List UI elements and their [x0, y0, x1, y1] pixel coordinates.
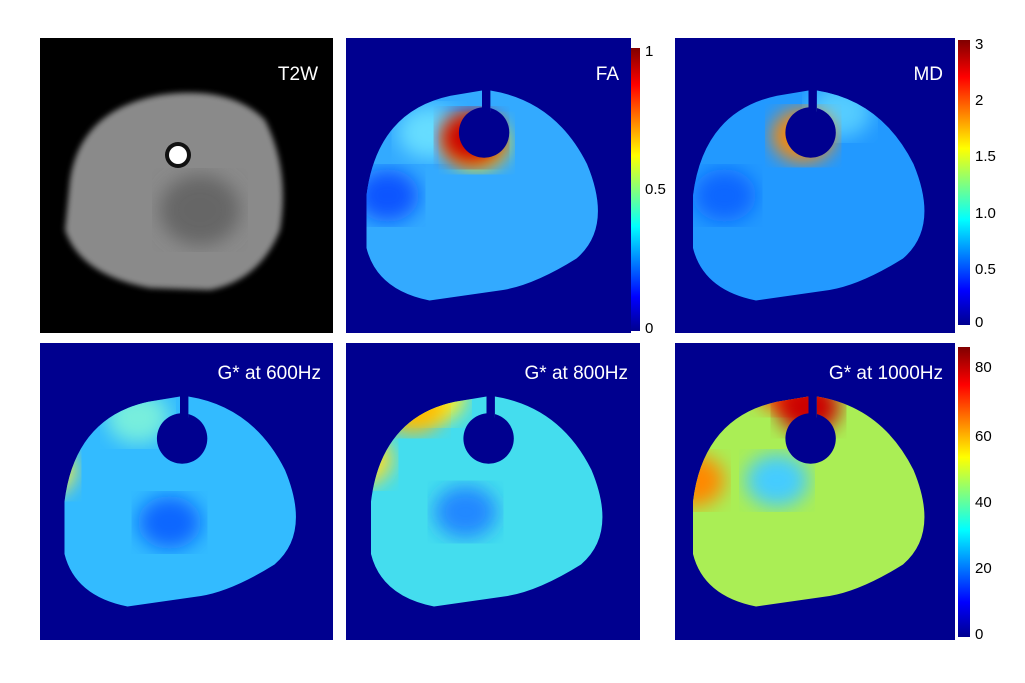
colorbar-tick: 0: [645, 320, 653, 337]
colorbar-tick: 1.0: [975, 205, 996, 222]
tissue-region: [434, 485, 497, 539]
t2w-panel: T2W: [40, 38, 333, 333]
map-panel: G* at 800Hz: [346, 343, 640, 640]
colorbar-tick: 0.5: [645, 181, 666, 198]
tissue-map: [366, 90, 598, 301]
colorbar-tick: 40: [975, 494, 992, 511]
map-panel: FA: [346, 38, 631, 333]
tissue-region: [745, 454, 809, 507]
map-panel: G* at 1000Hz: [675, 343, 955, 640]
colorbar-tick: 20: [975, 560, 992, 577]
tissue-region: [138, 496, 201, 549]
panel-label: G* at 1000Hz: [829, 363, 943, 384]
bone-hole: [785, 413, 836, 464]
colorbar-tick: 0: [975, 626, 983, 643]
colorbar-tick: 1.5: [975, 148, 996, 165]
panel-label: MD: [913, 64, 943, 85]
colorbar-tick: 80: [975, 359, 992, 376]
colorbar-tick: 0: [975, 314, 983, 331]
tissue-region: [692, 454, 725, 507]
colorbar-tick: 1: [645, 43, 653, 60]
map-panel: MD: [675, 38, 955, 333]
panel-label: G* at 600Hz: [218, 363, 322, 384]
panel-label: T2W: [278, 64, 318, 85]
tissue-map: [692, 90, 925, 301]
map-panel: G* at 600Hz: [40, 343, 333, 640]
colorbar: [631, 48, 640, 331]
tissue-region: [366, 169, 419, 222]
bone-hole: [156, 413, 208, 464]
tissue-map: [64, 396, 296, 607]
panel-label: G* at 800Hz: [525, 363, 629, 384]
colorbar-tick: 60: [975, 428, 992, 445]
colorbar-tick: 3: [975, 36, 983, 53]
bone-hole: [785, 107, 836, 158]
bone-hole: [463, 413, 514, 464]
colorbar-tick: 0.5: [975, 261, 996, 278]
tissue-region: [693, 169, 756, 222]
colorbar-tick: 2: [975, 92, 983, 109]
colorbar: [958, 40, 970, 325]
bone-hole: [458, 107, 510, 158]
colorbar: [958, 347, 970, 637]
panel-label: FA: [596, 64, 620, 85]
